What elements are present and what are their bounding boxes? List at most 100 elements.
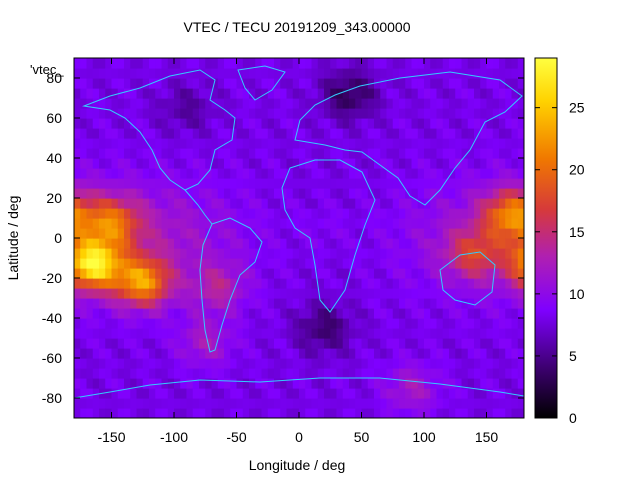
heatmap-cell — [217, 348, 225, 359]
heatmap-cell — [511, 208, 519, 219]
heatmap-cell — [174, 188, 181, 199]
heatmap-cell — [255, 388, 263, 399]
heatmap-cell — [511, 178, 519, 189]
heatmap-cell — [117, 58, 125, 69]
heatmap-cell — [399, 398, 406, 409]
heatmap-cell — [236, 138, 244, 149]
heatmap-cell — [324, 378, 331, 389]
heatmap-cell — [380, 218, 388, 229]
heatmap-cell — [274, 218, 281, 229]
heatmap-cell — [217, 358, 225, 369]
heatmap-cell — [161, 208, 169, 219]
heatmap-cell — [361, 178, 369, 189]
heatmap-cell — [336, 138, 344, 149]
heatmap-cell — [205, 348, 213, 359]
heatmap-cell — [311, 88, 319, 99]
heatmap-cell — [99, 198, 106, 209]
heatmap-cell — [436, 378, 444, 389]
heatmap-cell — [330, 88, 338, 99]
heatmap-cell — [124, 178, 131, 189]
heatmap-cell — [261, 398, 269, 409]
heatmap-cell — [436, 98, 444, 109]
heatmap-cell — [424, 108, 431, 119]
heatmap-cell — [105, 318, 113, 329]
heatmap-cell — [142, 328, 150, 339]
heatmap-cell — [280, 188, 288, 199]
heatmap-cell — [199, 108, 206, 119]
heatmap-cell — [236, 348, 244, 359]
heatmap-cell — [242, 128, 250, 139]
heatmap-cell — [161, 258, 169, 269]
heatmap-cell — [117, 298, 125, 309]
heatmap-cell — [111, 288, 119, 299]
heatmap-cell — [180, 338, 188, 349]
heatmap-cell — [355, 128, 363, 139]
heatmap-cell — [92, 378, 100, 389]
heatmap-cell — [130, 278, 138, 289]
heatmap-cell — [511, 68, 519, 79]
heatmap-cell — [436, 328, 444, 339]
heatmap-cell — [299, 278, 306, 289]
heatmap-cell — [442, 358, 450, 369]
heatmap-cell — [486, 58, 494, 69]
heatmap-cell — [455, 138, 463, 149]
heatmap-cell — [80, 68, 88, 79]
heatmap-cell — [517, 278, 524, 289]
heatmap-cell — [342, 218, 350, 229]
heatmap-cell — [80, 248, 88, 259]
heatmap-cell — [374, 178, 381, 189]
heatmap-cell — [99, 298, 106, 309]
heatmap-cell — [217, 378, 225, 389]
heatmap-cell — [124, 138, 131, 149]
heatmap-cell — [455, 98, 463, 109]
heatmap-cell — [455, 58, 463, 69]
heatmap-cell — [130, 158, 138, 169]
heatmap-cell — [311, 408, 319, 418]
heatmap-cell — [111, 338, 119, 349]
heatmap-cell — [142, 358, 150, 369]
heatmap-cell — [499, 128, 506, 139]
heatmap-cell — [486, 368, 494, 379]
heatmap-cell — [155, 128, 163, 139]
heatmap-cell — [99, 128, 106, 139]
heatmap-cell — [330, 198, 338, 209]
heatmap-cell — [74, 228, 81, 239]
heatmap-cell — [124, 368, 131, 379]
heatmap-cell — [417, 278, 425, 289]
heatmap-cell — [367, 178, 375, 189]
heatmap-cell — [417, 298, 425, 309]
heatmap-cell — [492, 268, 500, 279]
heatmap-cell — [286, 268, 294, 279]
heatmap-cell — [392, 328, 400, 339]
heatmap-cell — [511, 408, 519, 418]
heatmap-cell — [205, 378, 213, 389]
heatmap-cell — [142, 68, 150, 79]
heatmap-cell — [105, 388, 113, 399]
heatmap-cell — [430, 238, 438, 249]
heatmap-cell — [124, 128, 131, 139]
heatmap-cell — [105, 338, 113, 349]
heatmap-cell — [111, 278, 119, 289]
heatmap-cell — [236, 148, 244, 159]
heatmap-cell — [230, 308, 238, 319]
heatmap-cell — [342, 368, 350, 379]
heatmap-cell — [111, 78, 119, 89]
heatmap-cell — [80, 218, 88, 229]
heatmap-cell — [474, 98, 481, 109]
heatmap-cell — [124, 208, 131, 219]
heatmap-cell — [461, 308, 469, 319]
heatmap-cell — [230, 378, 238, 389]
heatmap-cell — [292, 388, 300, 399]
heatmap-cell — [136, 328, 144, 339]
heatmap-cell — [217, 278, 225, 289]
heatmap-cell — [249, 138, 256, 149]
heatmap-cell — [105, 258, 113, 269]
heatmap-cell — [424, 218, 431, 229]
heatmap-cell — [74, 88, 81, 99]
heatmap-cell — [449, 178, 456, 189]
heatmap-cell — [299, 118, 306, 129]
heatmap-cell — [230, 148, 238, 159]
heatmap-cell — [211, 78, 219, 89]
heatmap-cell — [86, 188, 94, 199]
heatmap-cell — [117, 338, 125, 349]
